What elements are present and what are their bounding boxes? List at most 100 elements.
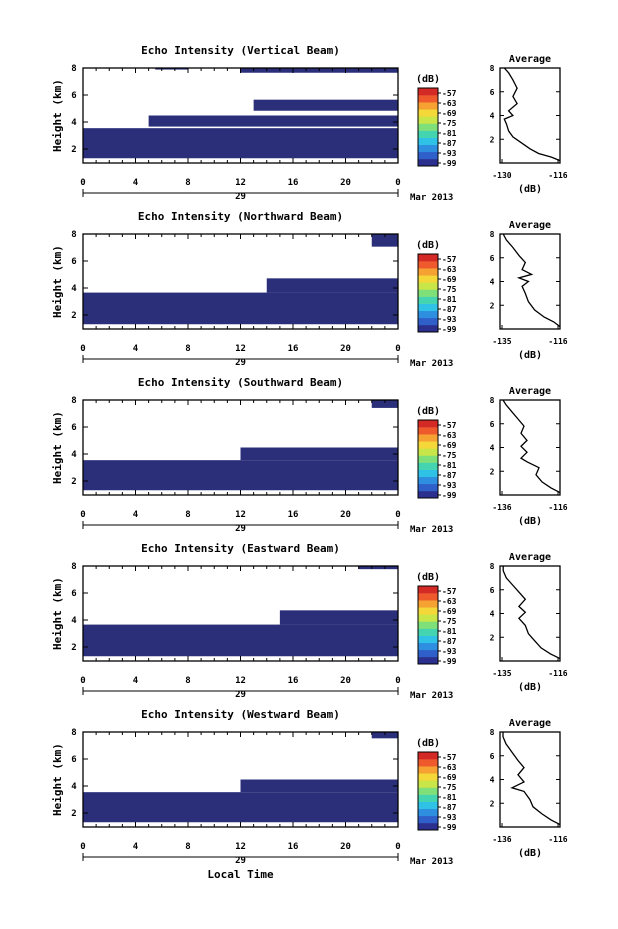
colorbar-segment — [418, 600, 438, 608]
x-tick-label: 20 — [340, 510, 351, 520]
x-tick-label: 12 — [235, 510, 246, 520]
colorbar-segment — [418, 773, 438, 781]
colorbar-segment — [418, 822, 438, 831]
y-tick-label: 4 — [71, 118, 77, 128]
echo-region — [358, 566, 398, 570]
profile-y-tick-label: 8 — [490, 396, 495, 405]
colorbar-segment — [418, 656, 438, 665]
echo-region — [155, 68, 188, 70]
echo-region — [83, 460, 398, 491]
x-tick-label: 16 — [288, 842, 299, 852]
colorbar-segment — [418, 614, 438, 622]
colorbar-segment — [418, 144, 438, 153]
profile-y-tick-label: 8 — [490, 64, 495, 73]
day-label: 29 — [235, 192, 246, 202]
profile-x-tick-label: -136 — [492, 503, 511, 512]
colorbar-tick-label: -69 — [442, 275, 457, 284]
x-tick-label: 8 — [185, 676, 190, 686]
colorbar-tick-label: -99 — [442, 823, 457, 832]
colorbar-segment — [418, 434, 438, 442]
colorbar-segment — [418, 752, 438, 760]
y-tick-label: 2 — [71, 809, 76, 819]
colorbar-segment — [418, 324, 438, 333]
profile-y-tick-label: 4 — [490, 278, 495, 287]
y-tick-label: 6 — [71, 423, 76, 433]
colorbar-unit: (dB) — [416, 738, 440, 749]
colorbar-unit: (dB) — [416, 240, 440, 251]
profile-y-tick-label: 4 — [490, 610, 495, 619]
panel-4: Echo Intensity (Westward Beam) 2 4 6 8 Height… — [51, 708, 568, 867]
echo-regions — [83, 732, 398, 823]
echo-region — [371, 234, 398, 247]
echo-regions — [83, 47, 398, 159]
profile-x-tick-label: -135 — [492, 669, 511, 678]
colorbar-segment — [418, 635, 438, 644]
colorbar-segment — [418, 303, 438, 312]
profile-x-tick-label: -130 — [492, 171, 511, 180]
colorbar-segment — [418, 102, 438, 110]
colorbar-segment — [418, 116, 438, 124]
x-tick-label: 0 — [80, 842, 85, 852]
profile-x-tick-label: -136 — [492, 835, 511, 844]
echo-region — [83, 292, 398, 325]
x-tick-label: 0 — [395, 178, 400, 188]
colorbar-tick-label: -87 — [442, 471, 457, 480]
colorbar-segment — [418, 586, 438, 594]
profile-x-label: (dB) — [518, 350, 542, 361]
echo-region — [253, 99, 398, 111]
x-tick-label: 8 — [185, 178, 190, 188]
y-tick-label: 2 — [71, 311, 76, 321]
month-label: Mar 2013 — [410, 359, 453, 369]
colorbar-tick-label: -75 — [442, 451, 457, 460]
colorbar-tick-label: -75 — [442, 617, 457, 626]
y-tick-label: 6 — [71, 91, 76, 101]
profile-y-tick-label: 4 — [490, 112, 495, 121]
profile-y-tick-label: 4 — [490, 444, 495, 453]
profile-y-tick-label: 8 — [490, 728, 495, 737]
x-tick-label: 20 — [340, 676, 351, 686]
colorbar-tick-label: -87 — [442, 305, 457, 314]
x-tick-label: 8 — [185, 842, 190, 852]
colorbar-segment — [418, 780, 438, 788]
profile-x-label: (dB) — [518, 516, 542, 527]
echo-region — [240, 447, 398, 461]
echo-region — [371, 400, 398, 408]
colorbar-segment — [418, 607, 438, 615]
profile-title: Average — [509, 220, 551, 231]
y-tick-label: 4 — [71, 450, 77, 460]
x-tick-label: 16 — [288, 178, 299, 188]
echo-region — [266, 278, 398, 293]
profile-x-tick-label: -116 — [548, 669, 567, 678]
echo-region — [339, 47, 359, 60]
y-axis-label: Height (km) — [51, 79, 64, 152]
echo-region — [279, 610, 398, 625]
colorbar-segment — [418, 476, 438, 485]
colorbar-segment — [418, 808, 438, 817]
y-axis-label: Height (km) — [51, 577, 64, 650]
x-tick-label: 16 — [288, 676, 299, 686]
profile-y-tick-label: 4 — [490, 776, 495, 785]
y-tick-label: 6 — [71, 257, 76, 267]
profile-x-tick-label: -116 — [548, 337, 567, 346]
y-tick-label: 8 — [71, 562, 76, 572]
profile-y-tick-label: 6 — [490, 88, 495, 97]
x-tick-label: 4 — [133, 344, 139, 354]
x-tick-label: 4 — [133, 676, 139, 686]
colorbar-tick-label: -69 — [442, 109, 457, 118]
y-tick-label: 4 — [71, 284, 77, 294]
colorbar-tick-label: -99 — [442, 325, 457, 334]
profile-y-tick-label: 6 — [490, 254, 495, 263]
y-tick-label: 2 — [71, 477, 76, 487]
x-tick-label: 20 — [340, 178, 351, 188]
profile-line — [502, 399, 561, 494]
colorbar-segment — [418, 296, 438, 304]
x-tick-label: 0 — [80, 510, 85, 520]
x-tick-label: 16 — [288, 344, 299, 354]
echo-region — [83, 624, 398, 657]
echo-regions — [83, 400, 398, 491]
colorbar-tick-label: -93 — [442, 315, 457, 324]
heatmap-title: Echo Intensity (Vertical Beam) — [141, 44, 340, 57]
colorbar-tick-label: -57 — [442, 587, 457, 596]
profile-title: Average — [509, 552, 551, 563]
echo-region — [371, 732, 398, 739]
